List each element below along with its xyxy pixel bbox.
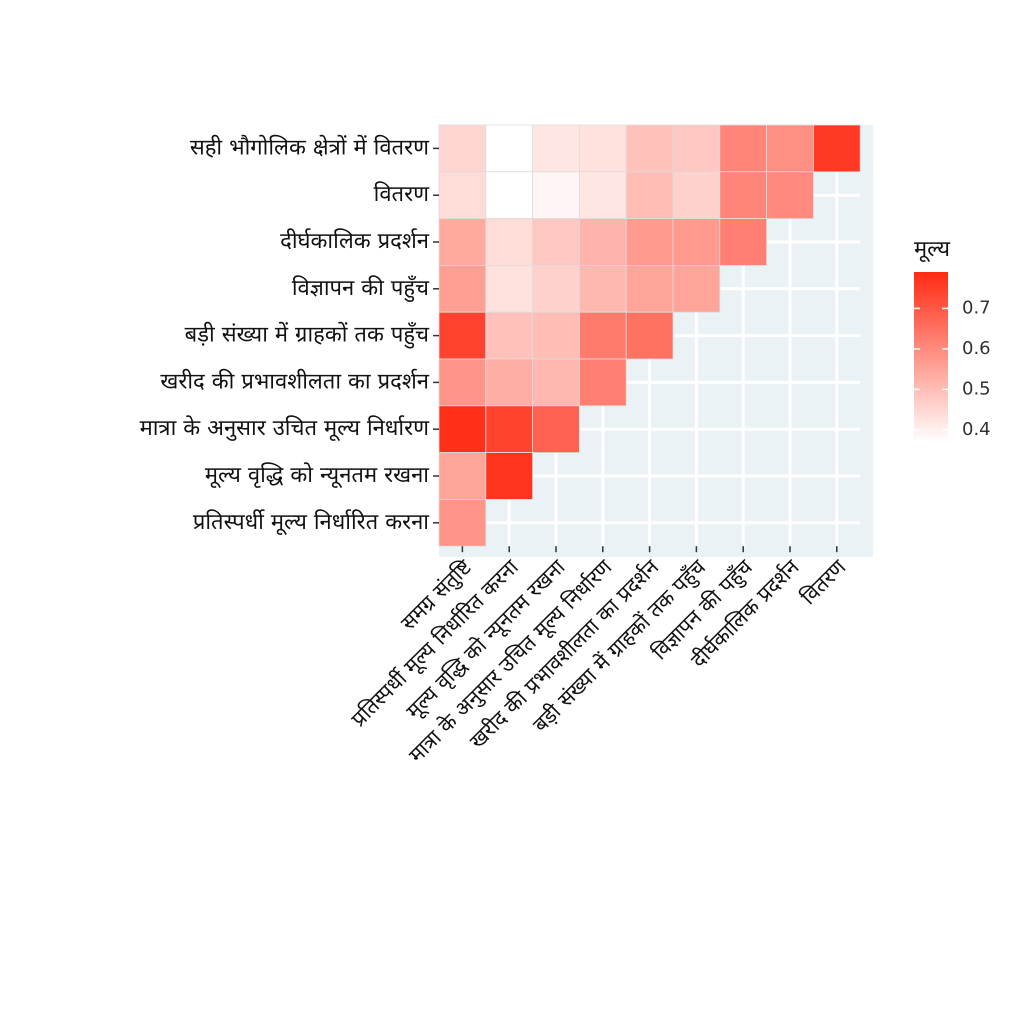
x-axis-labels: समग्र संतुष्टिप्रतिस्पर्धी मूल्य निर्धार… [347, 546, 851, 768]
legend-title: मूल्य [914, 237, 951, 263]
heatmap-cell [485, 358, 533, 407]
heatmap-cell [438, 264, 487, 313]
heatmap-cell [532, 218, 580, 266]
heatmap-cell [625, 124, 674, 173]
heatmap-cell [532, 264, 580, 313]
heatmap-cell [438, 171, 487, 220]
heatmap-cell [438, 452, 487, 500]
legend-tick-label: 0.4 [962, 419, 991, 440]
heatmap-cell [485, 452, 533, 500]
legend-tick-label: 0.7 [962, 297, 991, 318]
heatmap-cell [579, 124, 627, 173]
legend-tick-label: 0.5 [962, 378, 991, 399]
heatmap-cell [485, 264, 533, 313]
heatmap-cell [579, 264, 627, 313]
y-tick-label: विज्ञापन की पहुँच [292, 275, 430, 302]
legend-colorbar [914, 272, 948, 442]
heatmap-cell [485, 171, 533, 220]
heatmap-cell [579, 171, 627, 220]
heatmap-cell [719, 124, 767, 173]
heatmap-cell [719, 218, 767, 266]
heatmap-cell [532, 311, 580, 360]
y-tick-label: दीर्घकालिक प्रदर्शन [280, 228, 430, 254]
heatmap-cell [672, 218, 721, 266]
legend-tick-label: 0.6 [962, 338, 991, 359]
heatmap-cell [719, 171, 767, 220]
heatmap-cell [672, 171, 721, 220]
heatmap-cell [672, 264, 721, 313]
heatmap-cell [438, 124, 487, 173]
y-tick-label: सही भौगोलिक क्षेत्रों में वितरण [190, 134, 430, 160]
heatmap-cell [813, 124, 861, 173]
heatmap-cell [766, 124, 814, 173]
heatmap-cell [485, 311, 533, 360]
heatmap-cell [579, 311, 627, 360]
heatmap-cell [766, 171, 814, 220]
heatmap-cell [485, 218, 533, 266]
y-tick-label: वितरण [374, 181, 430, 207]
y-tick-label: खरीद की प्रभावशीलता का प्रदर्शन [160, 368, 429, 394]
heatmap-cell [532, 124, 580, 173]
heatmap-cell [438, 218, 487, 266]
heatmap-cell [532, 358, 580, 407]
y-axis-labels: सही भौगोलिक क्षेत्रों में वितरण वितरण दीर्… [140, 134, 439, 536]
heatmap-cell [438, 311, 487, 360]
heatmap-cell [438, 498, 487, 547]
heatmap-cell [625, 171, 674, 220]
color-legend: मूल्य 0.4 0.5 0.6 0.7 [914, 237, 991, 442]
heatmap-cell [485, 405, 533, 453]
heatmap-cell [532, 171, 580, 220]
heatmap-cell [438, 358, 487, 407]
heatmap-cell [579, 218, 627, 266]
heatmap-cell [625, 218, 674, 266]
y-tick-label: प्रतिस्पर्धी मूल्य निर्धारित करना [193, 509, 429, 536]
x-tick-label: वितरण [796, 554, 851, 609]
y-tick-label: मूल्य वृद्धि को न्यूनतम रखना [205, 462, 429, 489]
heatmap-cell [438, 405, 487, 453]
y-tick-label: मात्रा के अनुसार उचित मूल्य निर्धारण [140, 415, 431, 442]
heatmap-cell [532, 405, 580, 453]
heatmap-cell [579, 358, 627, 407]
heatmap-cell [625, 311, 674, 360]
heatmap-cell [625, 264, 674, 313]
heatmap-cells [438, 124, 861, 547]
y-tick-label: बड़ी संख्या में ग्राहकों तक पहुँच [185, 322, 430, 349]
heatmap-cell [485, 124, 533, 173]
heatmap-cell [672, 124, 721, 173]
